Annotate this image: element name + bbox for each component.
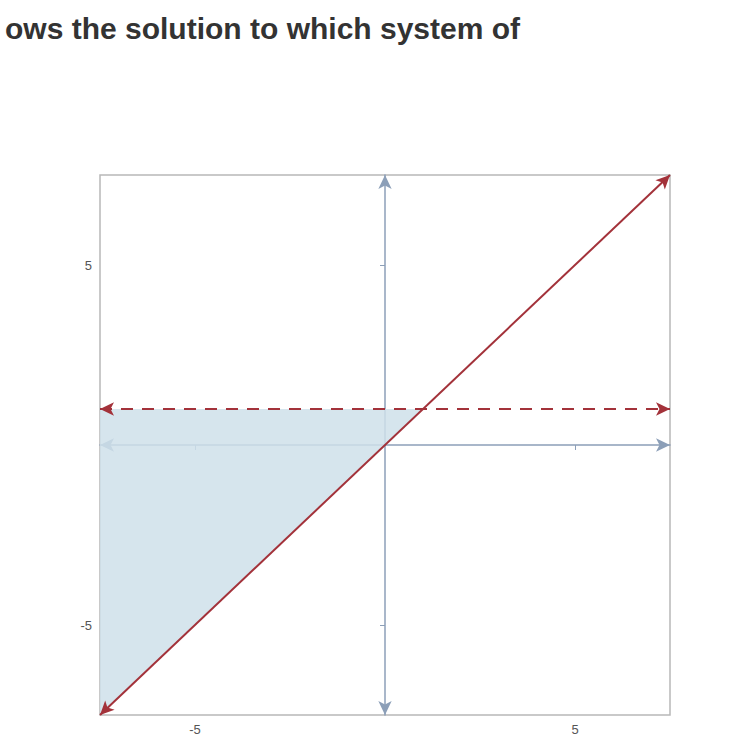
- svg-text:-5: -5: [80, 618, 92, 633]
- svg-text:5: 5: [571, 722, 578, 737]
- svg-text:5: 5: [85, 258, 92, 273]
- svg-text:ows the solution to which syst: ows the solution to which system of: [5, 12, 521, 45]
- svg-text:-5: -5: [189, 722, 201, 737]
